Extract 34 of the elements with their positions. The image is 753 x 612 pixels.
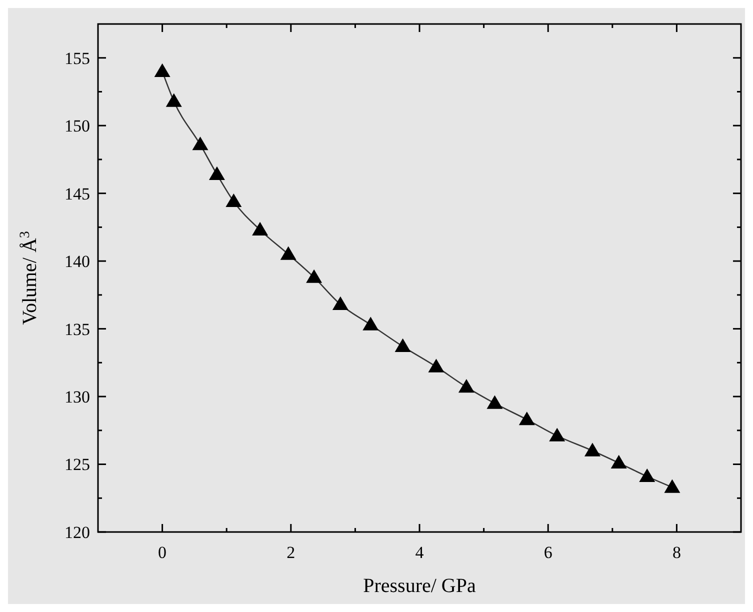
point <box>166 93 182 107</box>
point <box>458 379 474 393</box>
point <box>518 412 535 426</box>
y-tick-label: 145 <box>64 184 90 204</box>
point <box>610 454 627 469</box>
point <box>154 63 170 78</box>
point <box>549 428 566 442</box>
point <box>192 136 208 150</box>
x-tick-label: 4 <box>415 543 424 562</box>
point <box>584 442 600 456</box>
point <box>332 296 348 310</box>
y-tick-label: 140 <box>64 252 90 272</box>
x-tick-label: 6 <box>544 543 552 562</box>
y-tick-label: 130 <box>64 387 90 406</box>
point <box>306 269 322 283</box>
point <box>394 338 411 352</box>
point <box>664 479 680 493</box>
point <box>428 358 444 372</box>
y-tick-label: 125 <box>64 455 90 474</box>
point <box>639 468 656 482</box>
x-axis-title: Pressure/ GPa <box>363 575 476 597</box>
y-tick-label: 135 <box>64 320 90 339</box>
point <box>252 222 268 236</box>
y-tick-label: 120 <box>64 522 90 542</box>
y-tick-label: 155 <box>64 48 90 68</box>
point <box>280 246 296 260</box>
x-tick-label: 2 <box>286 543 296 562</box>
point <box>226 193 242 208</box>
x-tick-label: 8 <box>672 543 681 562</box>
point <box>362 316 379 330</box>
point <box>486 395 503 409</box>
point <box>208 166 225 180</box>
x-tick-label: 0 <box>158 543 167 562</box>
y-tick-label: 150 <box>64 116 90 136</box>
